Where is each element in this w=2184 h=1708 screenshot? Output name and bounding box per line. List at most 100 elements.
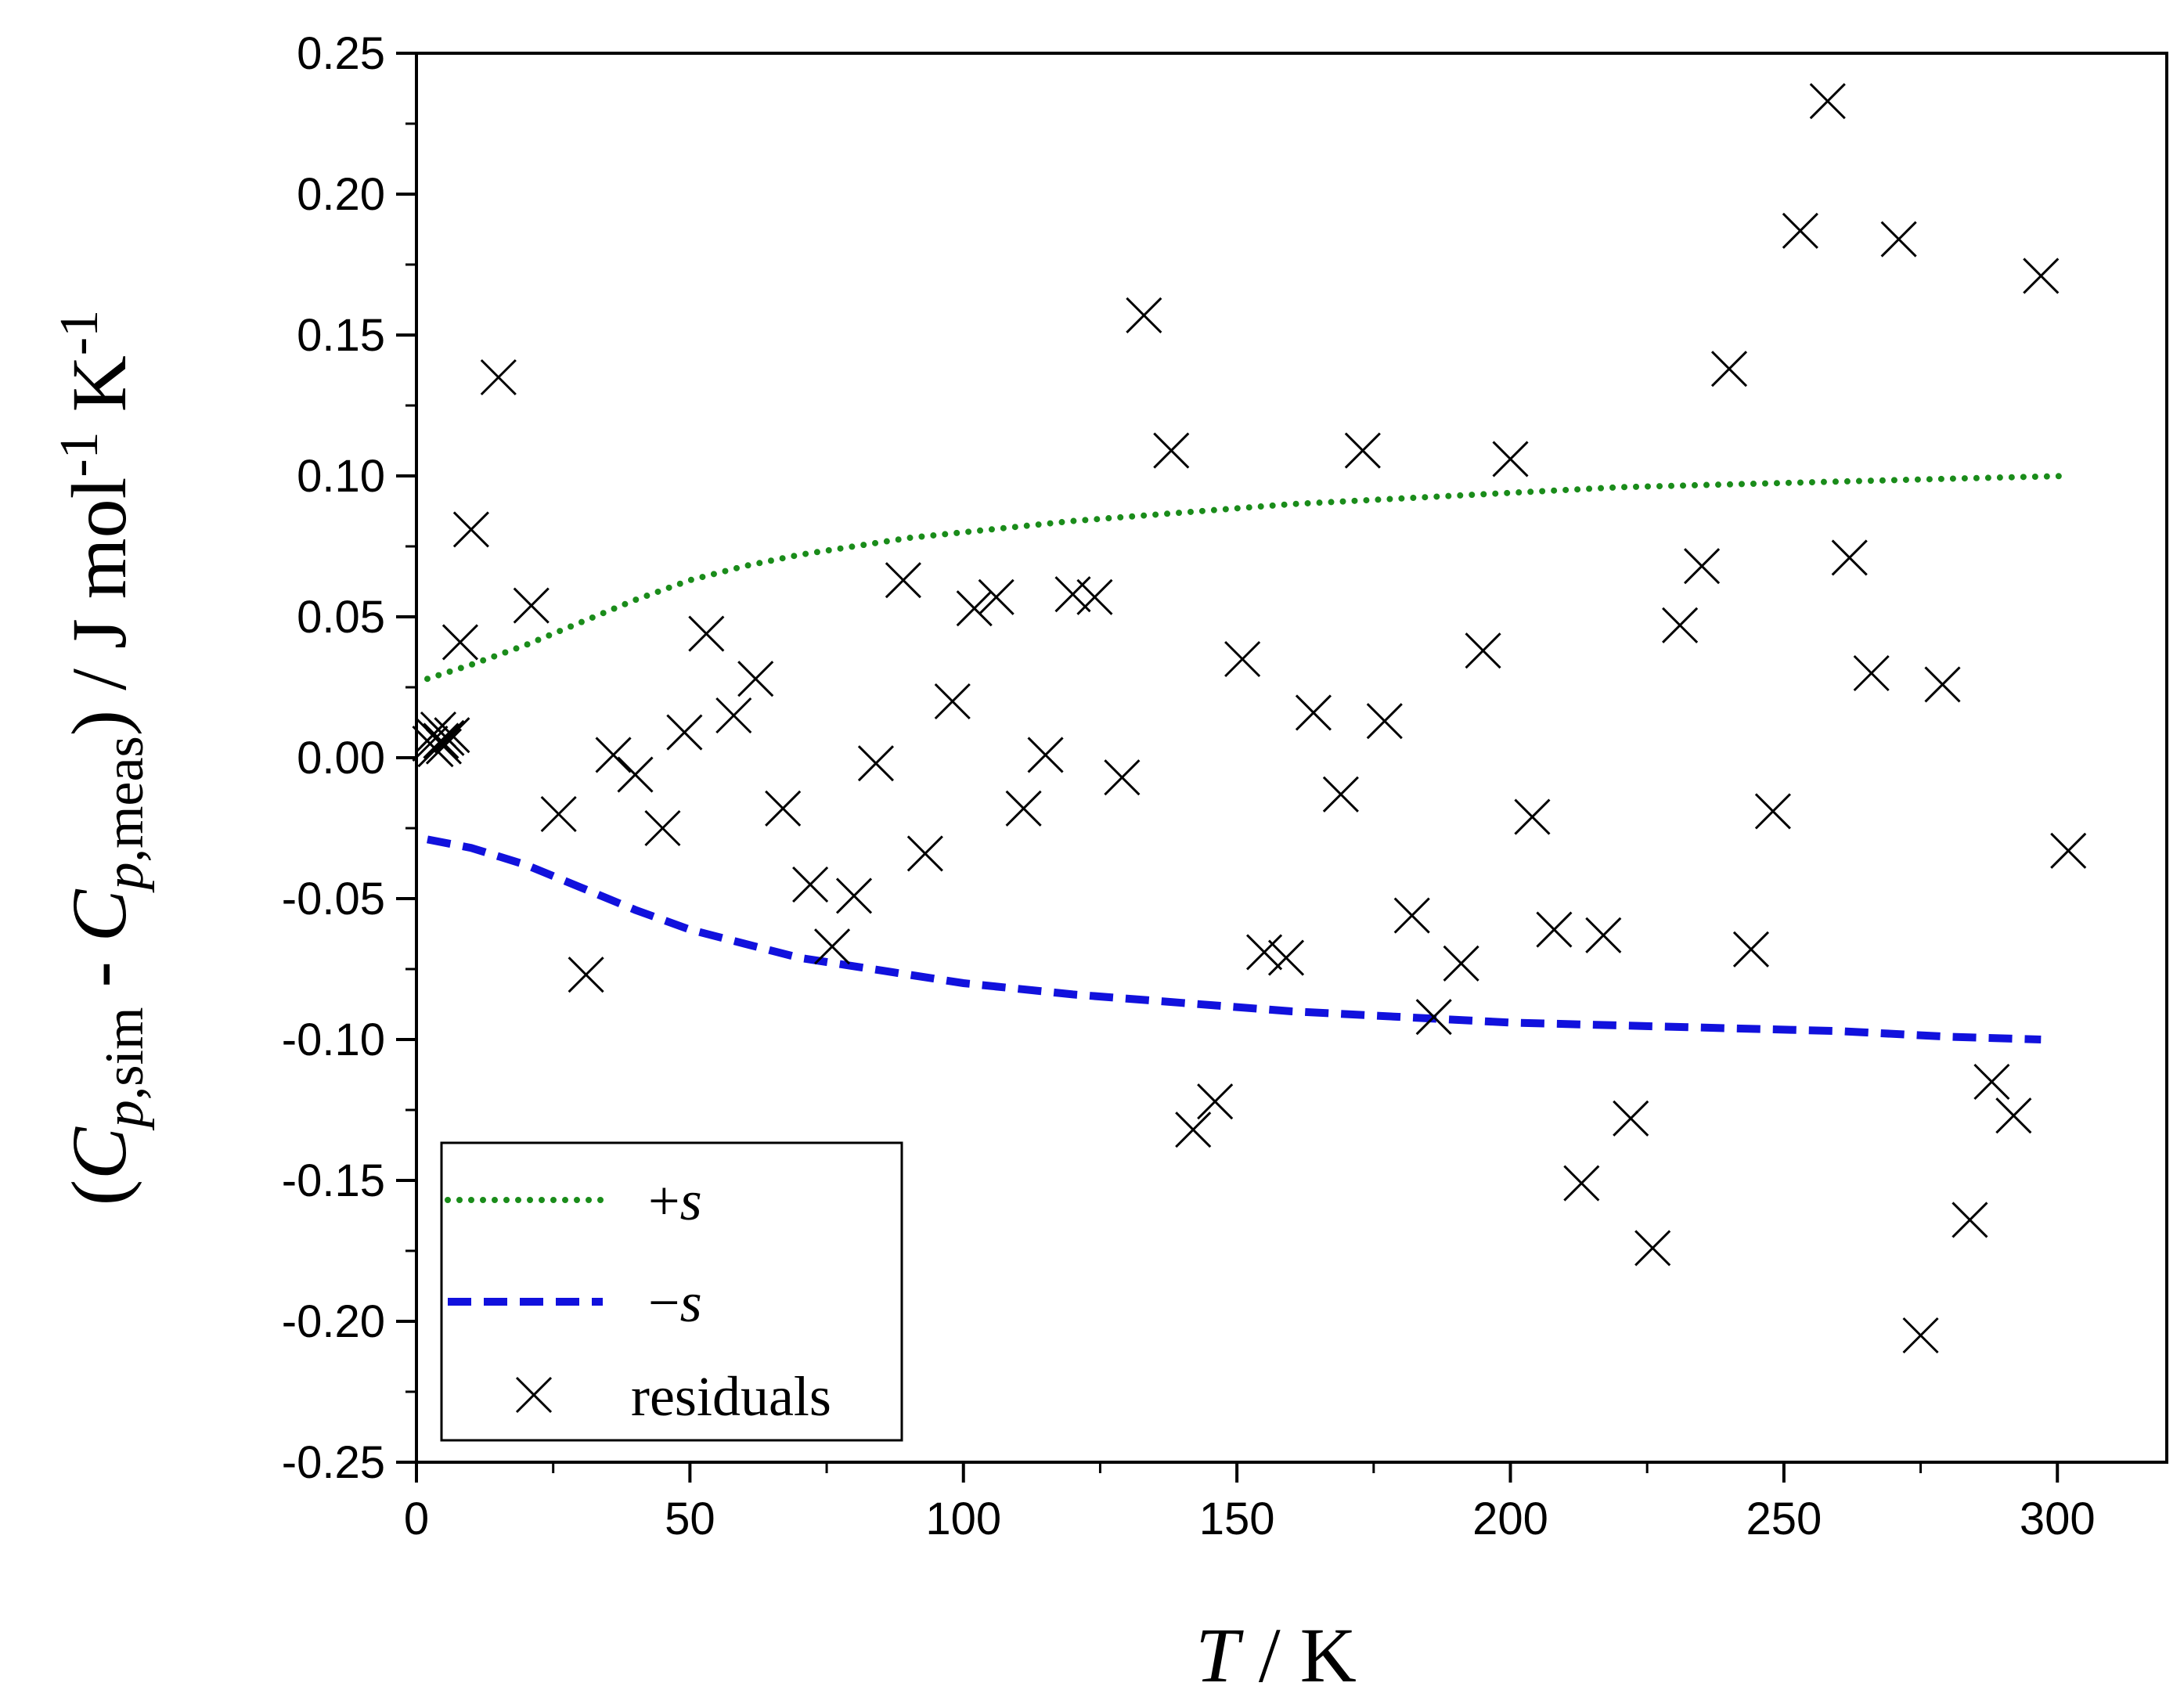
residual-point [1104,759,1141,796]
residual-point [956,590,993,627]
residual-point [1492,441,1529,477]
residual-point [617,756,654,793]
residual-point [1415,999,1452,1036]
residual-point [765,790,802,827]
residual-point [540,795,577,833]
residual-point [906,835,943,872]
y-tick-label: 0.20 [297,169,385,220]
x-tick-label: 300 [2020,1494,2096,1544]
residual-point [934,683,971,720]
residual-point [425,728,462,765]
residual-point [1175,1112,1212,1148]
y-tick-label: 0.05 [297,592,385,643]
legend-label-plus-s: +s [648,1169,702,1232]
residual-point [857,745,895,782]
legend-minus-sign: − [648,1271,680,1334]
residual-point [1853,654,1890,692]
residual-point [513,587,550,624]
residual-point [737,661,774,697]
residual-point [688,615,725,652]
legend: +s −s residuals [440,1141,903,1442]
residual-point [452,511,489,548]
y-title-sup1: -1 [49,431,110,477]
legend-label-residuals: residuals [631,1365,831,1428]
residual-point [2050,832,2087,869]
series-minus-s-line [427,835,2042,1043]
legend-plus-sign: + [648,1169,680,1232]
y-title-close: ) [56,710,142,736]
y-title-c1: C [56,1126,142,1180]
y-title-sub1-p: p [95,1100,155,1131]
series-layer [412,83,2087,1354]
y-tick-label: 0.15 [297,310,385,361]
x-axis-ticks: 0 50 100 150 200 250 300 [404,1462,2096,1544]
residual-point [1246,934,1283,971]
y-tick-label: -0.25 [282,1437,385,1488]
residual-point [1076,578,1113,615]
legend-plus-var: s [680,1169,702,1232]
residual-point [1224,640,1261,678]
residual-point [2023,258,2060,294]
x-tick-label: 50 [665,1494,715,1544]
y-title-open: ( [56,1180,142,1205]
residual-point [1732,931,1770,968]
residual-point [1126,297,1162,333]
residual-point [1344,432,1381,469]
residual-point [1322,776,1359,813]
x-axis-title-units: / K [1239,1612,1357,1699]
residual-point [1662,607,1699,643]
residual-point [1005,790,1042,827]
residual-point [1563,1165,1600,1202]
residual-point [1831,539,1868,576]
residual-point [1295,694,1332,731]
y-axis-ticks: -0.25 -0.20 -0.15 -0.10 -0.05 0.00 0.05 0.10 0.1… [282,28,416,1488]
residual-point [1153,432,1190,469]
residual-point [1710,351,1748,387]
y-tick-label: -0.20 [282,1296,385,1347]
residual-point [1465,632,1501,669]
residual-point [1634,1230,1671,1267]
residual-point [595,737,632,773]
y-title-units: / J mol [56,477,142,710]
residual-point [792,866,829,903]
y-tick-label: 0.25 [297,28,385,79]
x-tick-label: 250 [1746,1494,1822,1544]
residual-point [1902,1317,1939,1354]
residual-point [1027,737,1064,773]
residual-point [835,877,873,914]
y-tick-label: -0.10 [282,1014,385,1065]
residual-point [666,714,703,751]
residual-point [1585,917,1622,953]
x-tick-label: 100 [925,1494,1001,1544]
residual-point [434,717,470,754]
x-tick-label: 150 [1199,1494,1275,1544]
y-title-sub2-rest: ,meas [95,736,155,862]
residual-point [885,562,921,599]
x-axis-title: T / K [1195,1612,1357,1699]
y-tick-label: -0.15 [282,1155,385,1206]
residual-point [1924,666,1961,703]
legend-box [440,1141,903,1442]
residual-point [1197,1083,1234,1120]
series-plus-s-line [423,473,2072,683]
residual-point [813,928,851,965]
residual-point [644,809,681,847]
residual-point [1393,897,1430,934]
residual-point [568,957,604,993]
y-tick-label: -0.05 [282,874,385,924]
residual-point [1782,212,1818,249]
residual-point [978,578,1015,615]
residual-point [1973,1063,2010,1101]
y-tick-label: 0.00 [297,733,385,784]
y-title-units-k: K [56,355,142,431]
residual-point [1267,939,1305,976]
residual-point [1536,911,1573,948]
residual-point [715,697,752,734]
x-tick-label: 200 [1472,1494,1548,1544]
residual-point [1613,1100,1649,1137]
x-axis-title-var: T [1195,1612,1244,1699]
residual-point [1995,1097,2032,1134]
legend-label-minus-s: −s [648,1271,702,1334]
y-title-sub2-p: p [95,863,155,894]
